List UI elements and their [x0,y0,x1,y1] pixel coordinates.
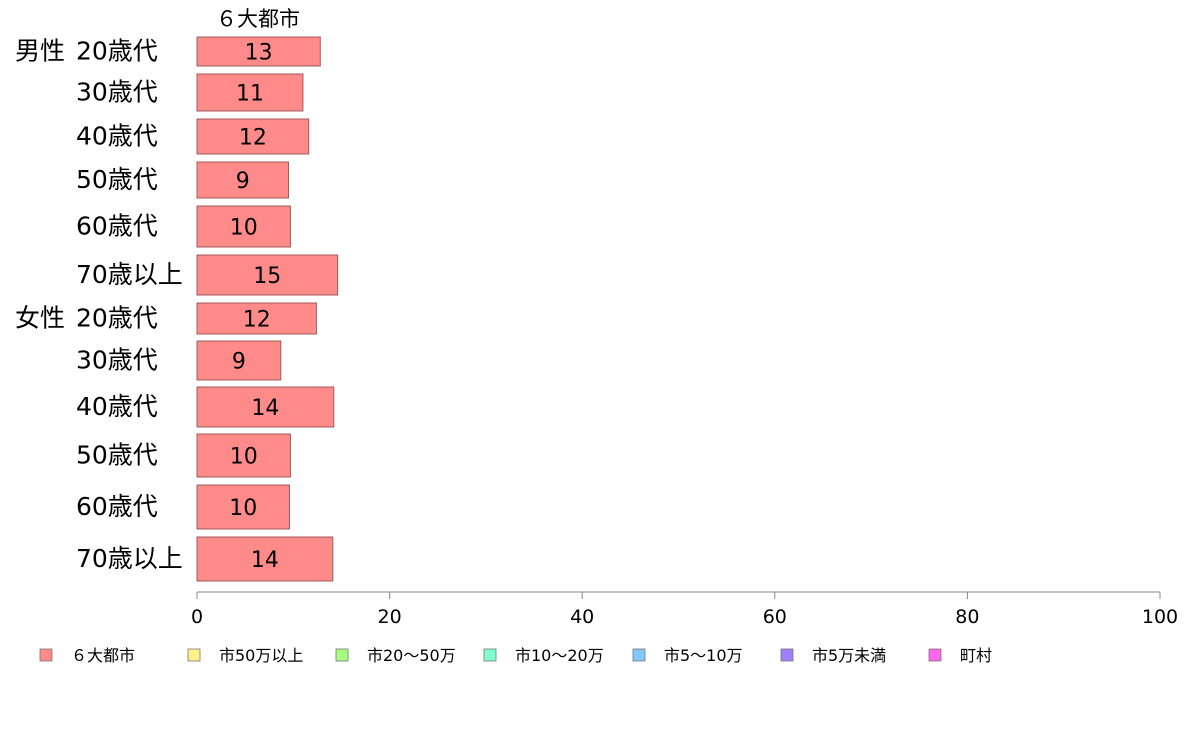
bar-value-label: 14 [251,396,279,421]
x-tick-label: 80 [955,606,979,628]
x-tick-label: 100 [1142,606,1178,628]
bar [196,433,291,478]
category-label: 40歳代 [76,392,158,421]
category-label: 60歳代 [76,492,158,521]
bar-value-label: 12 [243,308,271,333]
category-label: 70歳以上 [76,544,183,573]
bar-value-label: 10 [230,445,258,470]
bar-value-label: 14 [251,548,279,573]
bar [196,386,335,428]
x-tick-label: 60 [763,606,787,628]
category-label: 30歳代 [76,78,158,107]
legend-swatch [39,648,53,662]
category-label: 50歳代 [76,165,158,194]
group-label: 女性 [15,304,65,333]
legend-swatch [483,648,497,662]
bar [196,73,304,112]
legend-label: 町村 [960,646,992,665]
bar [196,340,282,381]
legend-label: 市10〜20万 [515,646,604,665]
bar [196,118,310,155]
bar [196,161,289,199]
legend: ６大都市 市50万以上 市20〜50万 市10〜20万 市5〜10万 市5万未満 町村 [39,646,992,665]
category-label: 40歳代 [76,122,158,151]
category-label: 50歳代 [76,441,158,470]
bars [196,36,339,582]
legend-label: ６大都市 [71,646,135,665]
category-label: 70歳以上 [76,260,183,289]
bar [196,254,339,296]
bar-value-label: 10 [229,496,257,521]
x-tick-label: 40 [570,606,594,628]
bar [196,36,321,67]
bar-value-label: 12 [239,126,267,151]
bar [196,484,290,530]
category-label: 30歳代 [76,346,158,375]
legend-swatch [632,648,646,662]
legend-label: 市50万以上 [219,646,303,665]
legend-label: 市5〜10万 [664,646,743,665]
group-label: 男性 [15,37,65,66]
legend-swatch [780,648,794,662]
legend-label: 市5万未満 [812,646,886,665]
category-label: 20歳代 [76,37,158,66]
x-tick-label: 20 [378,606,402,628]
category-labels: 20歳代 30歳代 40歳代 50歳代 60歳代 70歳以上 20歳代 30歳代 40歳代 50歳… [76,37,183,574]
bar-value-label: 13 [245,41,273,66]
bar [196,536,334,582]
legend-label: 市20〜50万 [367,646,456,665]
bar-value-label: 9 [232,350,246,375]
bar [196,205,291,248]
x-tick-label: 0 [191,606,203,628]
series-header: ６大都市 [216,7,300,31]
bar [196,302,317,335]
bar-value-label: 11 [236,82,264,107]
bar-value-label: 15 [253,264,281,289]
category-label: 20歳代 [76,304,158,333]
x-ticks: 0 20 40 60 80 100 [191,592,1178,628]
bar-value-label: 9 [236,169,250,194]
legend-swatch [335,648,349,662]
legend-swatch [187,648,201,662]
legend-swatch [928,648,942,662]
bar-value-label: 10 [230,216,258,241]
category-label: 60歳代 [76,212,158,241]
